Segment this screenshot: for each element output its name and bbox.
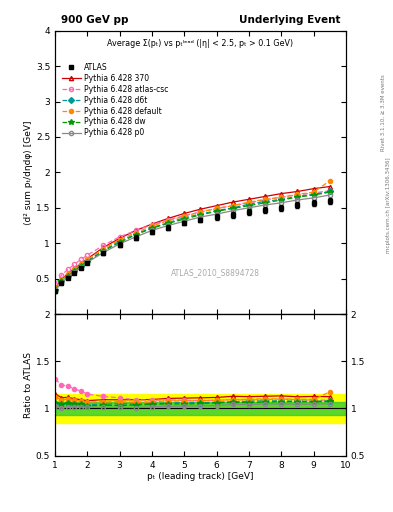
Text: mcplots.cern.ch [arXiv:1306.3436]: mcplots.cern.ch [arXiv:1306.3436] — [386, 157, 391, 252]
Legend: ATLAS, Pythia 6.428 370, Pythia 6.428 atlas-csc, Pythia 6.428 d6t, Pythia 6.428 : ATLAS, Pythia 6.428 370, Pythia 6.428 at… — [62, 63, 168, 137]
Y-axis label: ⟨d² sum pₜ/dηdφ⟩ [GeV]: ⟨d² sum pₜ/dηdφ⟩ [GeV] — [24, 120, 33, 225]
Text: Rivet 3.1.10, ≥ 3.3M events: Rivet 3.1.10, ≥ 3.3M events — [381, 74, 386, 151]
Text: ATLAS_2010_S8894728: ATLAS_2010_S8894728 — [171, 268, 259, 277]
Text: Underlying Event: Underlying Event — [239, 15, 340, 25]
X-axis label: pₜ (leading track) [GeV]: pₜ (leading track) [GeV] — [147, 472, 253, 481]
Text: 900 GeV pp: 900 GeV pp — [61, 15, 129, 25]
Bar — [55, 394, 346, 422]
Y-axis label: Ratio to ATLAS: Ratio to ATLAS — [24, 352, 33, 418]
Bar — [55, 402, 346, 415]
Text: Average Σ(pₜ) vs pₜˡᵉᵃᵈ (|η| < 2.5, pₜ > 0.1 GeV): Average Σ(pₜ) vs pₜˡᵉᵃᵈ (|η| < 2.5, pₜ >… — [107, 39, 294, 48]
